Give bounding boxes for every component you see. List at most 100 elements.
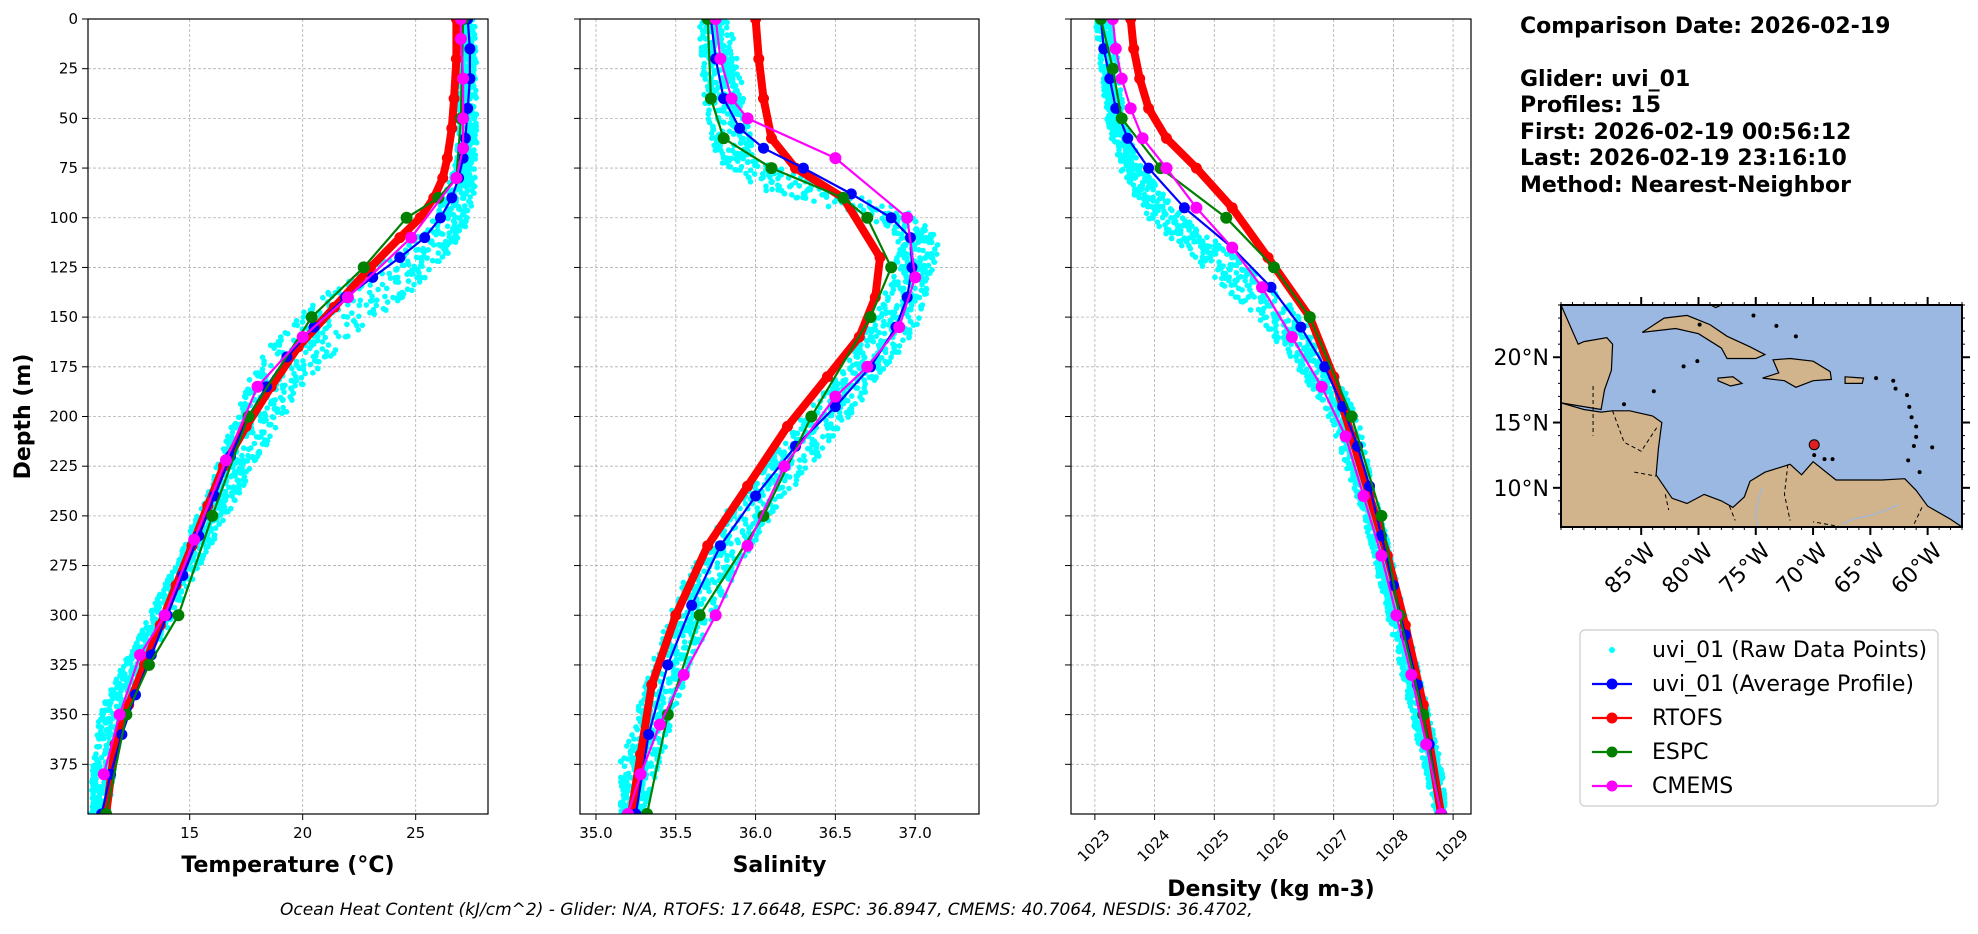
raw-data-point bbox=[1294, 357, 1300, 364]
series-point bbox=[885, 261, 898, 274]
raw-data-point bbox=[439, 254, 446, 260]
series-point bbox=[677, 668, 690, 681]
raw-data-point bbox=[794, 473, 801, 479]
raw-data-point bbox=[871, 377, 878, 383]
raw-data-point bbox=[1411, 722, 1417, 729]
raw-data-point bbox=[314, 337, 321, 344]
series-point bbox=[143, 658, 155, 671]
raw-data-point bbox=[219, 504, 225, 511]
raw-data-point bbox=[734, 158, 741, 164]
raw-data-point bbox=[763, 187, 769, 194]
series-point bbox=[741, 112, 754, 125]
raw-data-point bbox=[869, 337, 875, 344]
raw-data-point bbox=[1307, 353, 1314, 359]
raw-data-point bbox=[915, 239, 922, 245]
raw-data-point bbox=[1179, 242, 1185, 249]
raw-data-point bbox=[1160, 203, 1166, 210]
raw-data-point bbox=[667, 688, 674, 694]
raw-data-point bbox=[1144, 186, 1150, 193]
raw-data-point bbox=[717, 552, 724, 559]
raw-data-point bbox=[1238, 273, 1244, 280]
raw-data-point bbox=[840, 400, 847, 407]
series-point bbox=[653, 718, 666, 731]
raw-data-point bbox=[98, 724, 105, 730]
raw-data-point bbox=[394, 274, 401, 281]
raw-data-point bbox=[753, 537, 759, 543]
raw-data-point bbox=[726, 163, 732, 170]
raw-data-point bbox=[472, 174, 478, 181]
raw-data-point bbox=[796, 183, 803, 189]
series-point bbox=[805, 410, 818, 423]
raw-data-point bbox=[1208, 253, 1214, 260]
raw-data-point bbox=[819, 445, 826, 451]
plot-area bbox=[617, 19, 941, 814]
raw-data-point bbox=[931, 259, 938, 266]
raw-data-point bbox=[1196, 234, 1202, 241]
raw-data-point bbox=[662, 744, 668, 750]
raw-data-point bbox=[113, 703, 120, 710]
raw-data-point bbox=[840, 381, 847, 387]
raw-data-point bbox=[419, 263, 425, 270]
raw-data-point bbox=[405, 278, 412, 284]
y-tick-label: 175 bbox=[49, 358, 78, 376]
raw-data-point bbox=[767, 174, 773, 181]
raw-data-point bbox=[345, 333, 351, 340]
y-tick-label: 200 bbox=[49, 408, 78, 426]
raw-data-point bbox=[667, 679, 673, 686]
raw-data-point bbox=[1359, 504, 1365, 511]
raw-data-point bbox=[106, 703, 113, 709]
raw-data-point bbox=[820, 433, 826, 440]
raw-data-point bbox=[1234, 277, 1240, 284]
raw-data-point bbox=[1280, 309, 1286, 316]
raw-data-point bbox=[621, 763, 628, 770]
raw-data-point bbox=[782, 440, 789, 447]
raw-data-point bbox=[283, 409, 290, 415]
raw-data-point bbox=[859, 397, 865, 403]
raw-data-point bbox=[1199, 263, 1206, 269]
raw-data-point bbox=[872, 322, 879, 329]
raw-data-point bbox=[382, 293, 388, 300]
raw-data-point bbox=[1117, 158, 1124, 164]
raw-data-point bbox=[836, 410, 843, 416]
raw-data-point bbox=[922, 278, 929, 284]
raw-data-point bbox=[1186, 227, 1192, 233]
raw-data-point bbox=[1242, 297, 1248, 304]
raw-data-point bbox=[898, 250, 904, 257]
series-point bbox=[100, 808, 113, 814]
raw-data-point bbox=[838, 417, 845, 423]
raw-data-point bbox=[1414, 726, 1421, 733]
raw-data-point bbox=[1239, 266, 1245, 273]
raw-data-point bbox=[1258, 310, 1265, 317]
raw-data-point bbox=[740, 135, 746, 142]
raw-data-point bbox=[733, 55, 740, 62]
raw-data-point bbox=[406, 242, 412, 248]
series-point bbox=[893, 321, 906, 334]
raw-data-point bbox=[1190, 234, 1197, 240]
raw-data-point bbox=[706, 119, 713, 126]
raw-data-point bbox=[272, 424, 279, 431]
raw-data-point bbox=[1188, 223, 1194, 229]
raw-data-point bbox=[626, 738, 632, 745]
series-point bbox=[341, 291, 354, 304]
raw-data-point bbox=[413, 247, 419, 253]
raw-data-point bbox=[1226, 266, 1232, 272]
raw-data-point bbox=[281, 389, 287, 395]
raw-data-point bbox=[805, 445, 811, 452]
raw-data-point bbox=[386, 270, 393, 277]
raw-data-point bbox=[314, 365, 321, 372]
raw-data-point bbox=[459, 195, 466, 201]
raw-data-point bbox=[666, 651, 672, 657]
raw-data-point bbox=[235, 484, 241, 491]
raw-data-point bbox=[446, 234, 453, 240]
raw-data-point bbox=[1168, 235, 1175, 242]
raw-data-point bbox=[648, 763, 655, 769]
raw-data-point bbox=[802, 457, 808, 464]
series-point bbox=[646, 679, 658, 691]
raw-data-point bbox=[1266, 303, 1273, 309]
raw-data-point bbox=[1364, 529, 1371, 536]
raw-data-point bbox=[471, 147, 477, 153]
raw-data-point bbox=[890, 313, 896, 320]
raw-data-point bbox=[1281, 329, 1287, 336]
raw-data-point bbox=[246, 377, 253, 383]
